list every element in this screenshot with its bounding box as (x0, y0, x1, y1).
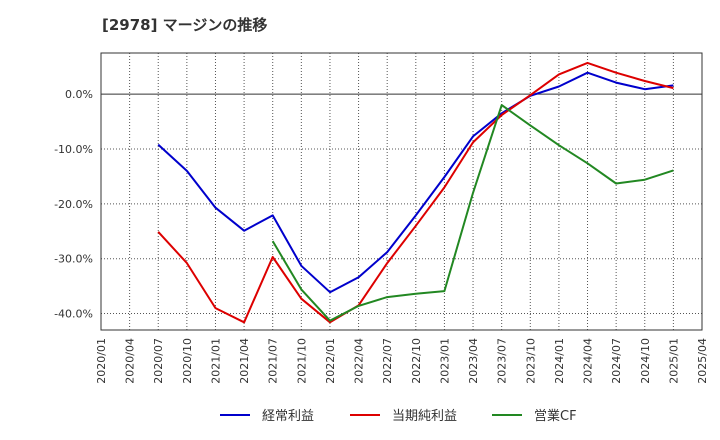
x-tick-label: 2021/01 (209, 338, 222, 384)
x-tick-label: 2022/04 (353, 338, 366, 384)
x-tick-label: 2022/01 (324, 338, 337, 384)
x-tick-label: 2021/04 (238, 338, 251, 384)
x-tick-label: 2020/07 (152, 338, 165, 384)
x-tick-label: 2023/04 (467, 338, 480, 384)
legend-label: 営業CF (534, 408, 577, 424)
y-tick-label: -40.0% (54, 308, 93, 321)
x-tick-label: 2024/04 (582, 338, 595, 384)
x-tick-label: 2025/01 (667, 338, 680, 384)
grid-layer (101, 53, 702, 330)
legend-item: 営業CF (492, 408, 577, 424)
chart-title: [2978] マージンの推移 (102, 16, 268, 34)
plot-frame (100, 52, 703, 331)
y-tick-label: 0.0% (65, 88, 93, 101)
axis-layer: 2020/01 2020/04 2020/07 2020/10 2021/01 2021/… (54, 52, 709, 384)
legend-label: 当期純利益 (392, 409, 457, 424)
x-tick-label: 2020/04 (124, 338, 137, 384)
x-tick-label: 2021/07 (267, 338, 280, 384)
x-tick-label: 2020/01 (95, 338, 108, 384)
series-line (157, 61, 674, 324)
series-layer (157, 61, 674, 324)
x-tick-label: 2022/07 (381, 338, 394, 384)
x-tick-label: 2023/07 (496, 338, 509, 384)
x-tick-label: 2023/01 (438, 338, 451, 384)
x-tick-label: 2020/10 (181, 338, 194, 384)
x-tick-label: 2021/10 (295, 338, 308, 384)
x-tick-label: 2023/10 (524, 338, 537, 384)
y-tick-label: -10.0% (54, 143, 93, 156)
legend-item: 経常利益 (220, 409, 314, 424)
x-tick-label: 2024/10 (639, 338, 652, 384)
legend-item: 当期純利益 (350, 409, 457, 424)
legend-layer: 経常利益 当期純利益 営業CF (220, 408, 577, 424)
legend-label: 経常利益 (262, 409, 314, 424)
x-tick-label: 2022/10 (410, 338, 423, 384)
y-tick-label: -20.0% (54, 198, 93, 211)
series-line (157, 71, 674, 294)
series-line (271, 104, 674, 322)
x-tick-label: 2024/01 (553, 338, 566, 384)
x-tick-label: 2024/07 (610, 338, 623, 384)
x-tick-label: 2025/04 (696, 338, 709, 384)
y-tick-label: -30.0% (54, 253, 93, 266)
